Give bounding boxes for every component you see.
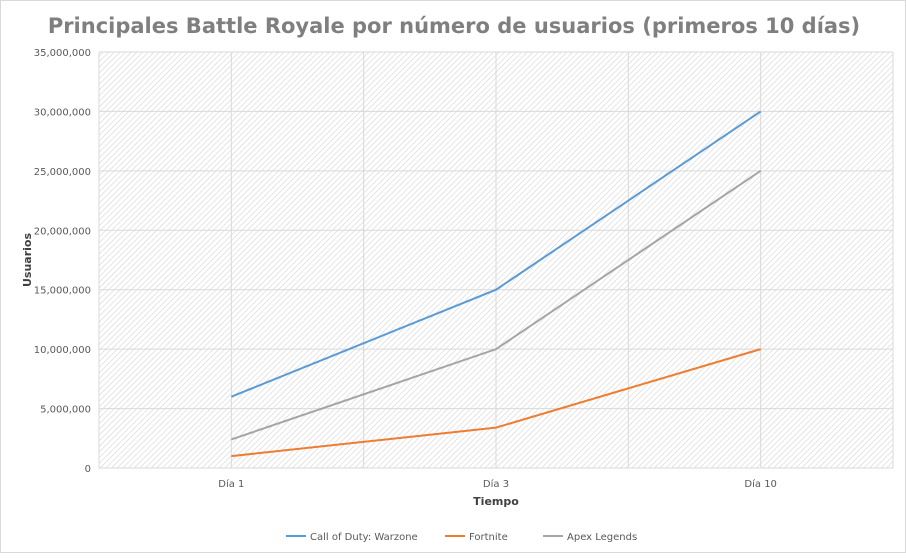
legend-label: Fortnite xyxy=(469,532,508,543)
legend-item: Apex Legends xyxy=(543,532,637,543)
legend-item: Fortnite xyxy=(445,532,508,543)
y-tick-label: 5,000,000 xyxy=(40,405,91,416)
x-tick-label: Día 3 xyxy=(483,478,509,490)
y-tick-label: 15,000,000 xyxy=(34,286,91,297)
chart-title: Principales Battle Royale por número de … xyxy=(48,14,860,38)
legend: Call of Duty: Warzone Fortnite Apex Legend… xyxy=(286,532,637,543)
legend-label: Apex Legends xyxy=(567,532,637,543)
y-tick-label: 10,000,000 xyxy=(34,345,91,356)
y-tick-label: 35,000,000 xyxy=(34,48,91,59)
legend-item: Call of Duty: Warzone xyxy=(286,532,418,543)
y-tick-label: 25,000,000 xyxy=(34,167,91,178)
y-tick-label: 20,000,000 xyxy=(34,226,91,237)
y-tick-label: 30,000,000 xyxy=(34,107,91,118)
x-tick-label: Día 1 xyxy=(218,478,244,490)
x-axis-label: Tiempo xyxy=(473,495,519,508)
y-tick-label: 0 xyxy=(85,464,91,475)
legend-label: Call of Duty: Warzone xyxy=(310,532,418,543)
x-tick-label: Día 10 xyxy=(744,478,777,490)
y-axis-label: Usuarios xyxy=(21,233,34,287)
